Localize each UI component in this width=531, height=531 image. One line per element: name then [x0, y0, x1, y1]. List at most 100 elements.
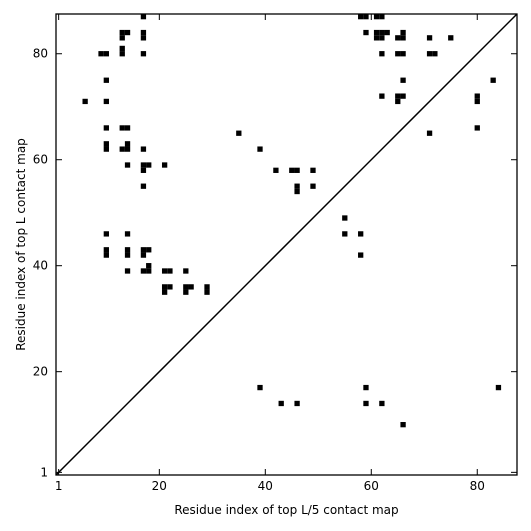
contact-point-upper — [124, 146, 131, 152]
contact-point-upper — [124, 125, 131, 131]
contact-point-lower — [294, 400, 300, 407]
y-axis-title: Residue index of top L contact map — [14, 138, 28, 351]
contact-point-upper — [103, 77, 109, 83]
contact-point-upper — [124, 29, 131, 36]
contact-point-upper — [119, 29, 125, 36]
contact-point-upper — [103, 231, 109, 237]
contact-point-upper — [119, 35, 125, 41]
contact-point-upper — [124, 268, 131, 274]
y-tick-label: 80 — [33, 47, 48, 61]
contact-point-upper — [140, 29, 147, 36]
plot-frame — [55, 13, 518, 476]
contact-point-upper — [204, 284, 210, 290]
contact-point-upper — [98, 51, 104, 57]
contact-point-upper — [426, 35, 433, 41]
contact-point-upper — [204, 289, 210, 295]
contact-point-upper — [140, 167, 147, 173]
contact-points — [82, 14, 502, 428]
contact-point-lower — [278, 400, 284, 407]
contact-point-upper — [379, 93, 385, 99]
contact-point-upper — [310, 167, 316, 173]
contact-point-upper — [119, 51, 125, 57]
contact-point-upper — [188, 284, 194, 290]
contact-point-upper — [124, 162, 131, 168]
contact-point-upper — [395, 51, 401, 57]
contact-point-upper — [119, 125, 125, 131]
contact-point-upper — [103, 125, 109, 131]
contact-point-upper — [103, 252, 109, 258]
contact-point-upper — [432, 51, 438, 57]
contact-point-upper — [124, 141, 131, 147]
contact-point-upper — [342, 215, 348, 221]
contact-point-upper — [395, 98, 401, 105]
contact-point-upper — [273, 167, 279, 173]
y-tick-label: 1 — [40, 465, 48, 479]
contact-point-upper — [140, 146, 147, 152]
contact-point-upper — [103, 51, 109, 57]
contact-point-upper — [119, 146, 125, 152]
contact-point-upper — [140, 51, 147, 57]
contact-point-lower — [363, 400, 369, 407]
x-axis-title: Residue index of top L/5 contact map — [174, 503, 398, 517]
contact-point-upper — [167, 284, 173, 290]
y-tick-label: 60 — [33, 153, 48, 167]
contact-point-upper — [140, 183, 147, 189]
contact-point-upper — [358, 231, 364, 237]
contact-point-upper — [400, 93, 406, 99]
contact-point-upper — [146, 263, 152, 269]
contact-point-upper — [124, 231, 131, 237]
contact-point-lower — [400, 422, 406, 428]
contact-point-upper — [358, 14, 364, 20]
contact-point-upper — [140, 14, 147, 20]
contact-point-upper — [384, 29, 390, 36]
contact-point-upper — [294, 188, 300, 195]
contact-point-upper — [140, 162, 147, 168]
contact-point-lower — [495, 384, 502, 391]
contact-point-upper — [379, 14, 385, 20]
contact-point-upper — [379, 29, 385, 36]
contact-point-upper — [400, 35, 406, 41]
contact-point-lower — [257, 384, 263, 391]
y-tick-label: 40 — [33, 259, 48, 273]
contact-point-upper — [400, 29, 406, 36]
x-tick-label: 20 — [152, 479, 167, 493]
contact-point-upper — [373, 35, 380, 41]
contact-point-upper — [146, 247, 152, 253]
contact-point-upper — [373, 14, 380, 20]
contact-point-upper — [448, 35, 454, 41]
contact-point-upper — [400, 51, 406, 57]
contact-point-upper — [183, 268, 189, 274]
contact-point-upper — [183, 284, 189, 290]
contact-point-upper — [474, 125, 480, 131]
contact-point-upper — [426, 130, 433, 136]
contact-point-upper — [161, 289, 168, 295]
contact-point-upper — [161, 162, 168, 168]
contact-point-upper — [167, 268, 173, 274]
y-tick-label: 20 — [33, 365, 48, 379]
contact-point-upper — [146, 162, 152, 168]
contact-point-upper — [289, 167, 295, 173]
x-tick-label: 1 — [55, 479, 63, 493]
diagonal-line — [55, 13, 518, 476]
contact-point-upper — [119, 45, 125, 52]
contact-point-upper — [395, 93, 401, 99]
contact-point-upper — [103, 247, 109, 253]
x-tick-label: 40 — [258, 479, 273, 493]
contact-point-upper — [124, 247, 131, 253]
contact-point-upper — [140, 268, 147, 274]
contact-point-upper — [373, 29, 380, 36]
contact-point-upper — [124, 252, 131, 258]
contact-point-upper — [140, 247, 147, 253]
contact-point-lower — [363, 384, 369, 391]
contact-point-upper — [358, 252, 364, 258]
contact-point-upper — [146, 268, 152, 274]
contact-point-upper — [82, 98, 88, 105]
contact-point-upper — [474, 93, 480, 99]
contact-point-upper — [294, 167, 300, 173]
contact-point-upper — [257, 146, 263, 152]
contact-point-upper — [183, 289, 189, 295]
contact-point-upper — [395, 35, 401, 41]
contact-point-upper — [294, 183, 300, 189]
x-tick-label: 60 — [364, 479, 379, 493]
contact-point-upper — [140, 35, 147, 41]
